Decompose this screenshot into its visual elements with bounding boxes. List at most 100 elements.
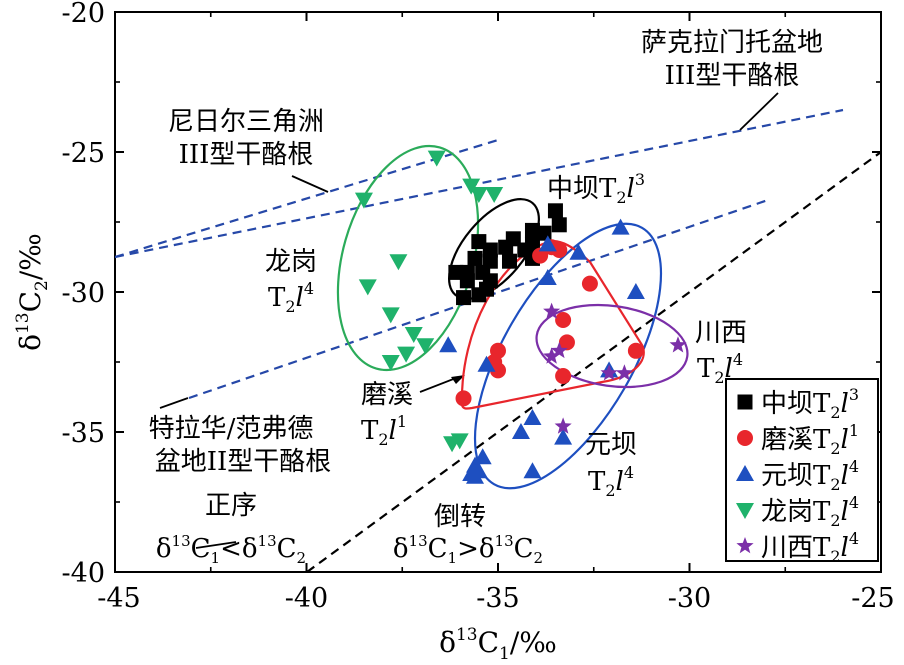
x-tick-label: -25: [851, 583, 894, 614]
data-point: [600, 364, 618, 381]
zhongba-label: 中坝T2l3: [547, 170, 645, 207]
y-tick-label: -30: [62, 278, 105, 309]
data-point: [511, 423, 530, 439]
y-tick-label: -35: [62, 418, 105, 449]
tick-labels: -45 -40 -35 -30 -25-40-35-30-25-20: [62, 0, 895, 614]
data-point: [456, 290, 472, 306]
data-point: [626, 283, 645, 299]
data-point: [581, 275, 598, 292]
data-point: [477, 355, 496, 372]
data-point: [538, 269, 557, 285]
x-axis-title: δ13C1/‰: [439, 625, 557, 664]
data-point: [381, 355, 400, 371]
legend-label: 磨溪T2l1: [761, 421, 859, 458]
x-tick-label: -40: [285, 583, 328, 614]
chuanxi-outline: [535, 303, 689, 389]
data-point: [427, 150, 446, 167]
data-point: [471, 234, 487, 250]
data-point: [439, 336, 458, 353]
delaware-label-line2: 盆地II型干酪根: [155, 447, 332, 477]
legend-label: 龙岗T2l4: [761, 493, 859, 530]
niger-arrow: [291, 175, 329, 193]
data-point: [389, 254, 408, 271]
legend-marker: [737, 430, 753, 446]
sakelamen-arrow: [739, 92, 779, 131]
data-point: [404, 327, 423, 343]
longgang-label-name: 龙岗: [265, 247, 317, 277]
chuanxi-label-name: 川西: [695, 318, 747, 348]
legend-marker: [736, 465, 754, 481]
moxi-label-formation: T2l1: [361, 412, 407, 449]
data-point: [358, 279, 377, 296]
reversed-order-title: 倒转: [434, 502, 486, 532]
data-point: [669, 336, 687, 353]
data-point: [381, 307, 400, 324]
data-point: [543, 302, 561, 319]
data-point: [554, 417, 572, 434]
x-tick-label: -45: [97, 583, 140, 614]
yuanba-outline: [473, 222, 663, 490]
data-point: [505, 231, 521, 247]
data-point: [482, 242, 498, 258]
data-point: [450, 433, 469, 450]
data-point: [462, 465, 481, 481]
normal-arrow: [195, 541, 237, 549]
data-point: [543, 347, 561, 364]
delaware-arrow: [159, 397, 189, 409]
data-point: [524, 236, 540, 252]
longgang-label-formation: T2l4: [268, 279, 314, 316]
normal-order-formula: δ13C1<δ13C2: [156, 532, 306, 567]
data-point: [550, 341, 568, 359]
niger-label-line1: 尼日尔三角洲: [168, 107, 324, 137]
data-point: [538, 235, 557, 252]
data-point: [555, 368, 572, 384]
sakelamen-kerogen-line: [115, 108, 844, 259]
data-point: [473, 448, 492, 465]
data-point: [558, 334, 575, 351]
data-point: [554, 428, 573, 445]
sakelamen-label-line2: III型干酪根: [665, 61, 800, 91]
normal-order-title: 正序: [205, 491, 257, 521]
data-point: [467, 250, 483, 266]
data-point: [523, 462, 542, 479]
moxi-arrow: [419, 377, 457, 393]
delaware-label-line1: 特拉华/范弗德: [149, 414, 314, 444]
data-point: [459, 264, 475, 280]
data-point: [532, 247, 549, 264]
y-tick-label: -20: [62, 0, 105, 29]
data-point: [523, 409, 542, 425]
chuanxi-label-formation: T2l4: [697, 350, 743, 387]
legend-label: 元坝T2l4: [761, 457, 859, 494]
niger-label-line2: III型干酪根: [179, 140, 314, 170]
reversed-order-formula: δ13C1>δ13C2: [393, 532, 543, 567]
data-point: [611, 218, 630, 235]
annotations: 萨克拉门托盆地 III型干酪根 尼日尔三角洲 III型干酪根 特拉华/范弗德 盆…: [149, 28, 823, 567]
legend-label: 中坝T2l3: [761, 385, 859, 422]
data-point: [627, 342, 644, 359]
y-tick-label: -40: [62, 558, 105, 589]
y-axis-title: δ13C2/‰: [13, 233, 52, 351]
data-point: [485, 187, 504, 203]
data-point: [354, 192, 373, 209]
reversal-boundary-line: [306, 151, 881, 572]
legend-label: 川西T2l4: [761, 529, 859, 566]
data-markers: [354, 150, 687, 484]
x-tick-label: -35: [476, 583, 519, 614]
data-point: [524, 222, 540, 238]
legend-marker: [736, 503, 754, 519]
annotation-arrows: [159, 92, 779, 549]
data-point: [469, 187, 488, 203]
legend-marker: [737, 394, 753, 410]
data-point: [501, 253, 517, 269]
data-point: [416, 338, 435, 355]
y-tick-label: -25: [62, 138, 105, 169]
data-point: [547, 203, 563, 219]
legend-marker: [736, 537, 754, 554]
data-point: [551, 217, 567, 233]
moxi-arrowhead: [451, 375, 465, 384]
data-point: [615, 364, 633, 381]
data-point: [448, 264, 464, 280]
data-point: [462, 178, 481, 195]
yuanba-label-formation: T2l4: [588, 463, 634, 500]
